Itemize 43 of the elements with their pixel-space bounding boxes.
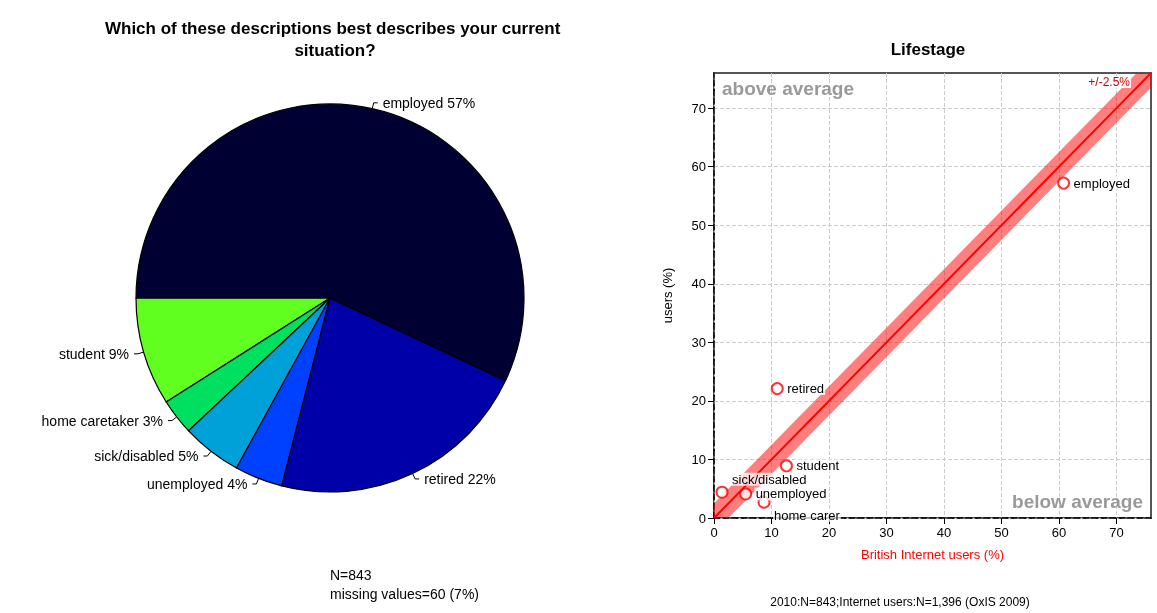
x-tick-label: 0 [710, 525, 718, 540]
slice-label: sick/disabled 5% [94, 448, 199, 465]
y-tick-label: 70 [691, 100, 706, 116]
y-tick-label: 0 [698, 510, 706, 526]
annotation: retired [787, 381, 825, 397]
y-tick-label: 60 [691, 159, 706, 175]
chart-title: Which of these descriptions best describes your current situation? [104, 18, 566, 60]
slice-label: home caretaker 3% [41, 412, 163, 429]
y-tick-label: 40 [691, 276, 706, 292]
point [770, 382, 784, 396]
x-tick-label: 30 [879, 525, 894, 540]
slice-label: student 9% [58, 345, 129, 362]
slice-label: unemployed 4% [146, 475, 248, 492]
x-tick-label: 70 [1109, 525, 1124, 540]
point [1057, 176, 1071, 190]
slice-label: employed 57% [382, 94, 476, 111]
y-axis-title: users (%) [660, 267, 675, 324]
x-tick-label: 10 [764, 525, 779, 540]
y-tick-label: 30 [691, 334, 706, 350]
x-tick-label: 60 [1051, 525, 1067, 540]
annotation: sick/disabled [732, 471, 807, 487]
x-axis-title: British Internet users (%) [860, 547, 1005, 562]
x-tick-label: 40 [936, 525, 952, 540]
text: N=843 [329, 567, 372, 583]
annotation: home carer [774, 507, 841, 523]
annotation: +/-2.5% [1088, 75, 1131, 89]
x-tick-label: 50 [994, 525, 1009, 540]
y-tick-label: 10 [691, 451, 706, 467]
annotation: student [796, 458, 840, 474]
point [715, 485, 729, 499]
annotation: above average [722, 78, 855, 99]
point [739, 487, 753, 501]
annotation: below average [1012, 491, 1143, 512]
y-tick-label: 20 [691, 393, 706, 409]
text: 2010:N=843;Internet users:N=1,396 (OxIS 2009) [770, 595, 1030, 609]
text: missing values=60 (7%) [330, 586, 480, 602]
point [779, 459, 793, 473]
annotation: unemployed [755, 486, 827, 502]
x-tick-label: 20 [821, 525, 837, 540]
y-tick-label: 50 [691, 217, 706, 233]
slice-label: retired 22% [424, 470, 496, 487]
chart-title: Lifestage [890, 40, 966, 59]
annotation: employed [1073, 175, 1130, 191]
